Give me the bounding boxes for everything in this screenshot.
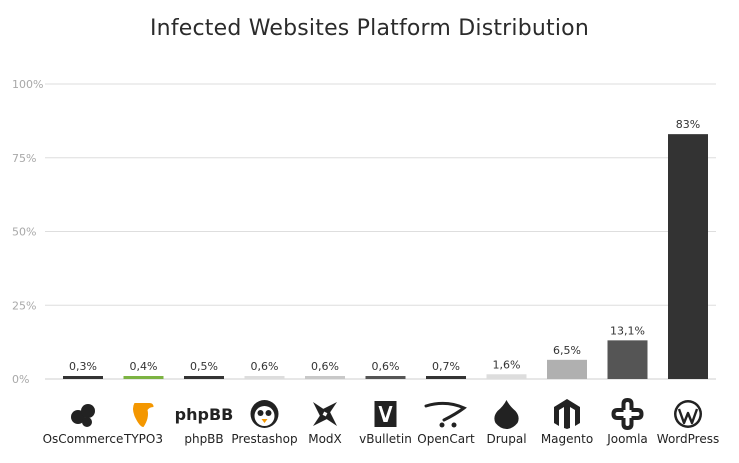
typo3-icon bbox=[133, 403, 154, 427]
x-tick-label: phpBB bbox=[184, 432, 223, 446]
bar-typo3 bbox=[123, 376, 164, 379]
bar-modx bbox=[305, 376, 345, 379]
x-tick-label: TYPO3 bbox=[123, 432, 163, 446]
bars bbox=[63, 134, 708, 379]
x-tick-label: ModX bbox=[308, 432, 342, 446]
wordpress-icon bbox=[674, 400, 702, 428]
x-tick-label: WordPress bbox=[657, 432, 719, 446]
y-tick-label: 100% bbox=[12, 78, 43, 91]
prestashop-icon bbox=[250, 400, 279, 428]
oscommerce-icon bbox=[71, 404, 95, 427]
drupal-icon bbox=[494, 400, 519, 429]
data-label: 0,6% bbox=[311, 360, 339, 373]
bar-opencart bbox=[426, 376, 466, 379]
y-tick-label: 25% bbox=[12, 299, 36, 312]
bar-magento bbox=[547, 359, 587, 379]
bar-phpbb bbox=[184, 376, 224, 379]
data-label: 13,1% bbox=[610, 324, 645, 337]
joomla-icon bbox=[611, 397, 644, 431]
svg-text:phpBB: phpBB bbox=[175, 405, 234, 424]
data-label: 6,5% bbox=[553, 344, 581, 357]
data-label: 0,6% bbox=[372, 360, 400, 373]
data-label: 0,3% bbox=[69, 360, 97, 373]
data-label: 0,7% bbox=[432, 360, 460, 373]
bar-joomla bbox=[607, 340, 648, 379]
x-tick-label: Magento bbox=[541, 432, 593, 446]
y-tick-label: 75% bbox=[12, 152, 36, 165]
bar-prestashop bbox=[244, 376, 285, 379]
data-label: 1,6% bbox=[493, 358, 521, 371]
data-label: 0,5% bbox=[190, 360, 218, 373]
x-tick-label: Prestashop bbox=[231, 432, 297, 446]
bar-drupal bbox=[486, 374, 527, 379]
data-label: 0,4% bbox=[130, 360, 158, 373]
data-label: 0,6% bbox=[251, 360, 279, 373]
x-tick-label: vBulletin bbox=[359, 432, 412, 446]
x-tick-label: Drupal bbox=[486, 432, 526, 446]
bar-wordpress bbox=[668, 134, 708, 379]
platform-icons: phpBB bbox=[71, 397, 702, 431]
opencart-icon bbox=[424, 401, 467, 428]
modx-icon bbox=[313, 402, 337, 426]
grid: 0% 25% 50% 75% 100% bbox=[12, 78, 716, 386]
x-tick-label: OsCommerce bbox=[43, 432, 124, 446]
data-label: 83% bbox=[676, 118, 700, 131]
bar-vbulletin bbox=[365, 376, 406, 379]
x-tick-label: Joomla bbox=[606, 432, 648, 446]
bar-oscommerce bbox=[63, 376, 103, 379]
magento-icon bbox=[554, 399, 580, 429]
category-labels: OsCommerce TYPO3 phpBB Prestashop ModX vBulle… bbox=[43, 432, 720, 446]
phpbb-icon: phpBB bbox=[175, 405, 234, 424]
y-tick-label: 0% bbox=[12, 373, 29, 386]
y-tick-label: 50% bbox=[12, 226, 36, 239]
vbulletin-icon bbox=[374, 401, 397, 427]
chart-title: Infected Websites Platform Distribution bbox=[149, 16, 589, 41]
x-tick-label: OpenCart bbox=[417, 432, 475, 446]
data-labels: 0,3% 0,4% 0,5% 0,6% 0,6% 0,6% 0,7% 1,6% 6,5% 13,1… bbox=[69, 118, 700, 373]
